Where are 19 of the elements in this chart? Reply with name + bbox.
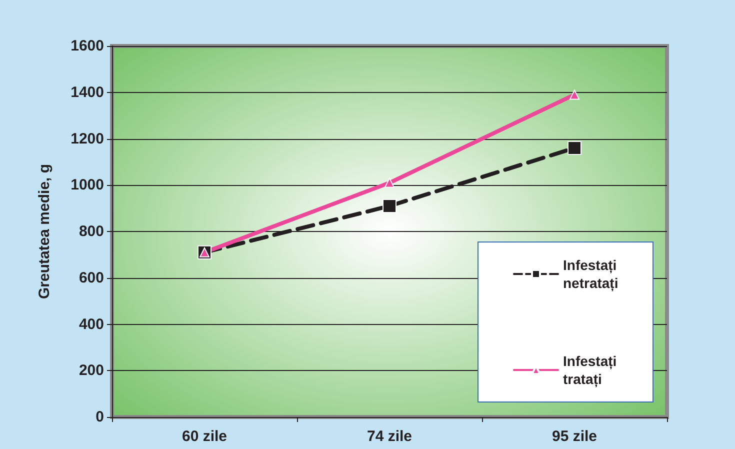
- legend-label: Infestați netratați: [563, 257, 621, 292]
- y-tick-label: 200: [78, 362, 104, 380]
- y-tick-label: 600: [78, 269, 104, 286]
- y-tick-label: 0: [96, 408, 104, 426]
- y-tick-label: 1200: [70, 130, 104, 148]
- y-tick-label: 1400: [70, 84, 104, 101]
- x-tick-label: 74 zile: [366, 428, 412, 445]
- y-tick-label: 1000: [70, 176, 104, 194]
- y-tick-label: 1600: [70, 38, 104, 54]
- y-axis-title: Greutatea medie, g: [36, 164, 53, 300]
- x-tick-label: 60 zile: [182, 428, 228, 445]
- y-tick-label: 400: [78, 316, 104, 333]
- legend-label: Infestați tratați: [563, 353, 621, 388]
- y-tick-label: 800: [78, 223, 104, 240]
- point: [570, 90, 580, 100]
- point: [382, 198, 396, 213]
- point: [384, 178, 394, 188]
- x-tick-label: 95 zile: [552, 428, 598, 445]
- point: [568, 141, 582, 156]
